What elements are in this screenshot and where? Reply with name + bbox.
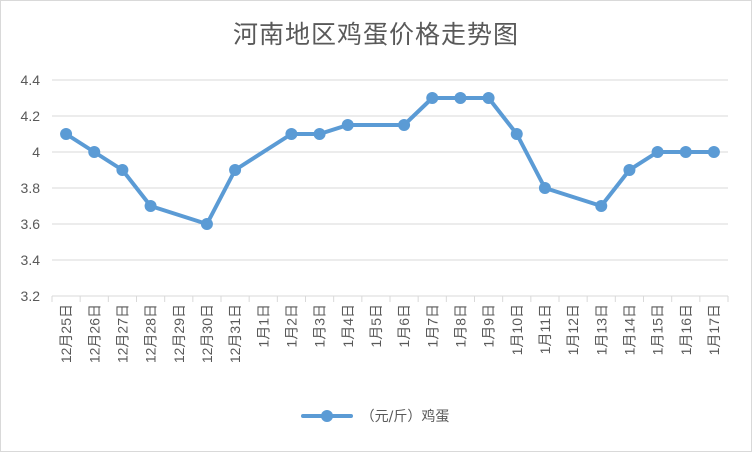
x-tick-label: 1月10日 bbox=[509, 304, 525, 355]
x-tick-label: 1月6日 bbox=[396, 304, 412, 348]
x-tick-label: 1月16日 bbox=[678, 304, 694, 355]
data-point bbox=[116, 164, 129, 176]
x-tick-label: 1月17日 bbox=[706, 304, 722, 355]
y-tick-label: 3.6 bbox=[21, 216, 41, 232]
data-point bbox=[144, 200, 157, 212]
x-tick-label: 12月25日 bbox=[58, 304, 74, 363]
legend-label: （元/斤）鸡蛋 bbox=[360, 409, 450, 425]
data-point bbox=[651, 146, 664, 158]
data-point bbox=[623, 164, 636, 176]
data-point bbox=[60, 128, 73, 140]
x-tick-label: 1月11日 bbox=[537, 304, 553, 354]
x-tick-label: 1月5日 bbox=[368, 304, 384, 348]
data-point bbox=[313, 128, 326, 140]
x-tick-label: 1月7日 bbox=[424, 304, 440, 348]
chart-title: 河南地区鸡蛋价格走势图 bbox=[232, 20, 519, 49]
x-tick-label: 12月30日 bbox=[199, 304, 215, 363]
data-point bbox=[679, 146, 692, 158]
data-point bbox=[482, 92, 495, 104]
x-tick-label: 12月29日 bbox=[171, 304, 187, 363]
x-tick-label: 1月12日 bbox=[565, 304, 581, 355]
y-tick-label: 3.2 bbox=[21, 288, 41, 304]
x-tick-label: 1月4日 bbox=[340, 304, 356, 348]
data-point bbox=[595, 200, 608, 212]
data-point bbox=[707, 146, 720, 158]
data-point bbox=[426, 92, 439, 104]
legend-marker-icon bbox=[300, 409, 353, 423]
data-point bbox=[341, 119, 354, 131]
data-point bbox=[200, 218, 213, 230]
y-tick-label: 4.4 bbox=[21, 72, 41, 88]
x-tick-label: 1月2日 bbox=[283, 304, 299, 348]
x-tick-label: 1月15日 bbox=[650, 304, 666, 355]
data-point bbox=[398, 119, 411, 131]
x-tick-label: 1月1日 bbox=[255, 304, 271, 348]
data-point bbox=[538, 182, 551, 194]
x-tick-label: 1月14日 bbox=[621, 304, 637, 355]
y-tick-label: 4 bbox=[32, 144, 40, 160]
series-line bbox=[64, 96, 716, 226]
y-tick-label: 3.8 bbox=[21, 180, 41, 196]
data-point bbox=[229, 164, 242, 176]
x-tick-label: 12月28日 bbox=[143, 304, 159, 363]
data-point bbox=[88, 146, 101, 158]
data-point bbox=[510, 128, 523, 140]
x-tick-label: 12月27日 bbox=[114, 304, 130, 363]
x-tick-label: 1月3日 bbox=[312, 304, 328, 348]
chart-legend: （元/斤）鸡蛋 bbox=[0, 406, 750, 426]
x-tick-label: 1月13日 bbox=[593, 304, 609, 355]
x-tick-label: 1月9日 bbox=[481, 304, 497, 348]
y-tick-label: 4.2 bbox=[21, 108, 41, 124]
y-tick-label: 3.4 bbox=[21, 252, 41, 268]
x-tick-label: 12月31日 bbox=[227, 304, 243, 363]
data-point bbox=[454, 92, 467, 104]
x-tick-label: 1月8日 bbox=[452, 304, 468, 348]
data-point bbox=[285, 128, 298, 140]
x-tick-label: 12月26日 bbox=[86, 304, 102, 363]
